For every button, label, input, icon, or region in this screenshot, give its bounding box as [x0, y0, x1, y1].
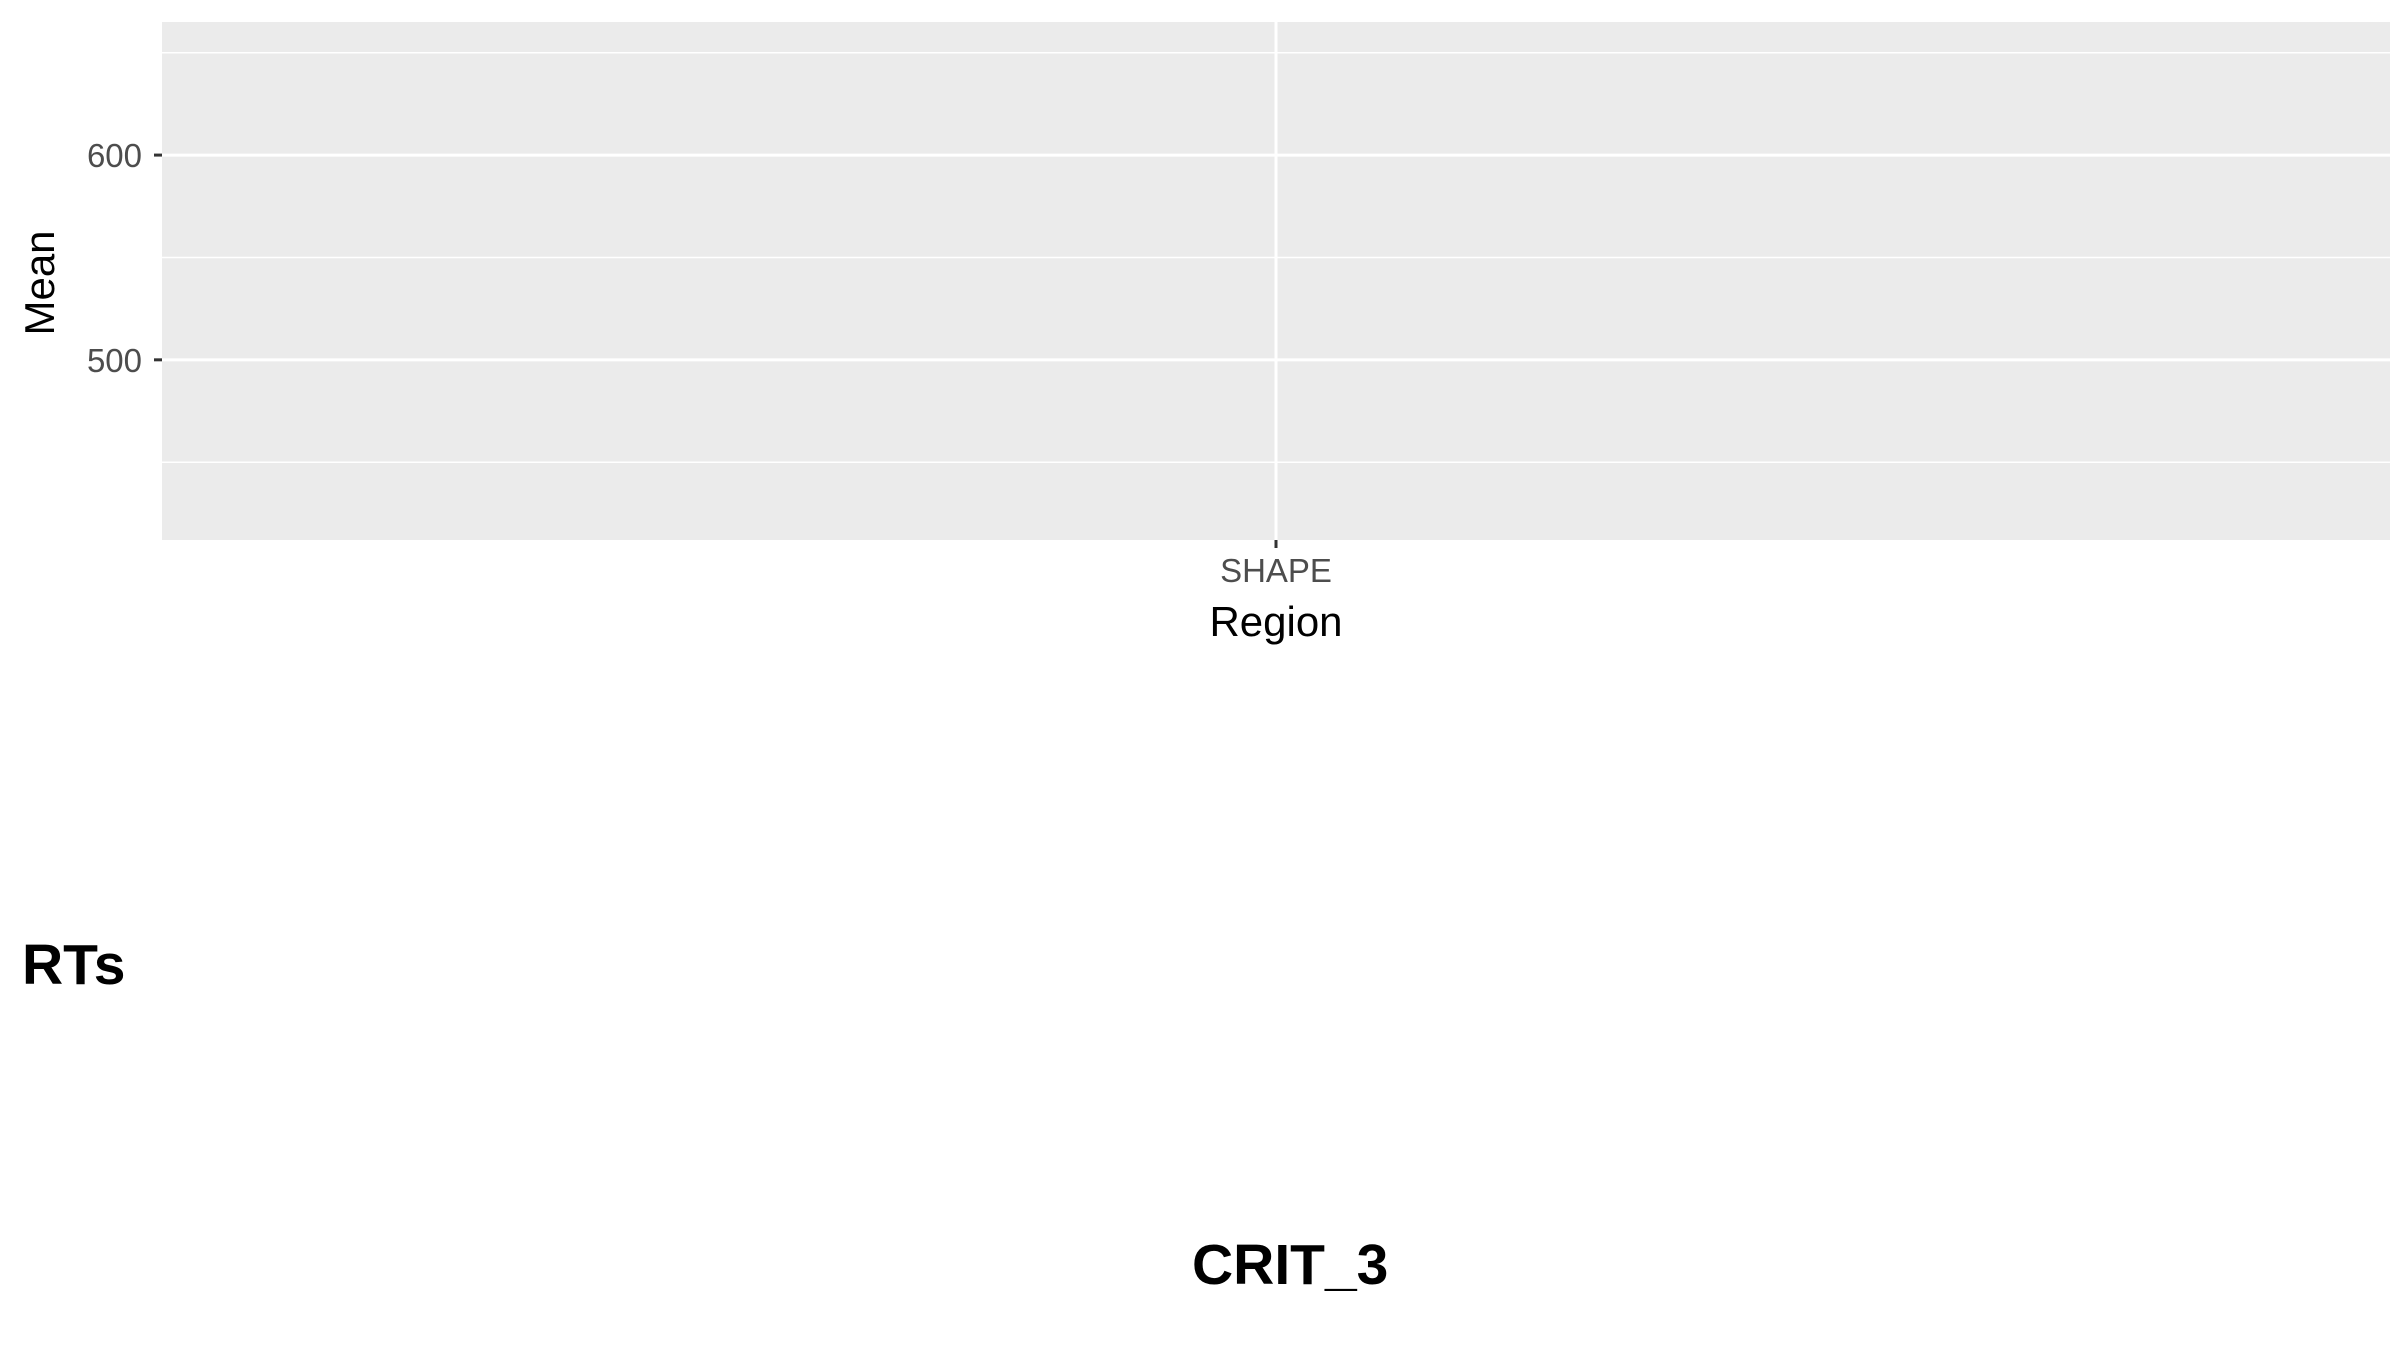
y-axis-title: Mean — [16, 230, 63, 335]
major-gridlines — [162, 22, 2390, 540]
x-axis: SHAPE — [1220, 540, 1332, 589]
x-tick-label: SHAPE — [1220, 552, 1332, 589]
y-tick-label: 600 — [87, 137, 142, 174]
rts-label: RTs — [22, 933, 126, 997]
y-tick-label: 500 — [87, 342, 142, 379]
crit-3-label: CRIT_3 — [1192, 1233, 1389, 1297]
y-axis: 500 600 — [87, 137, 162, 379]
x-axis-title: Region — [1209, 598, 1342, 645]
